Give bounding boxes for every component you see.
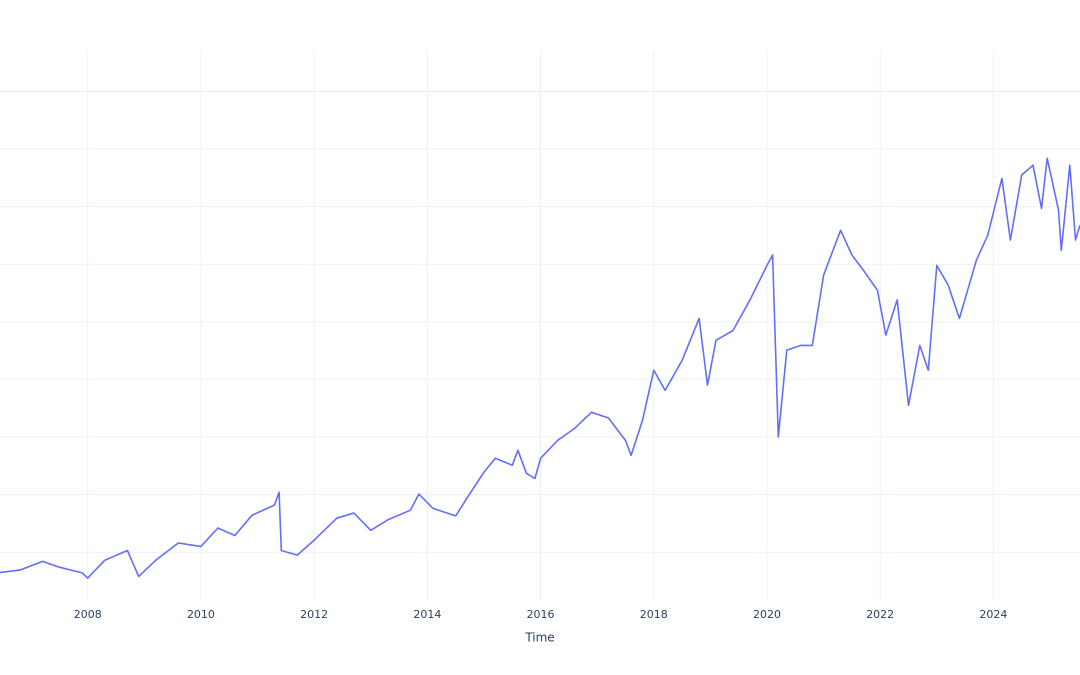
x-tick-label: 2016 xyxy=(527,608,555,621)
x-tick-label: 2008 xyxy=(74,608,102,621)
plot xyxy=(0,157,1080,579)
x-axis-title: Time xyxy=(524,631,554,645)
x-tick-label: 2020 xyxy=(753,608,781,621)
x-tick-label: 2024 xyxy=(979,608,1007,621)
x-tick-label: 2010 xyxy=(187,608,215,621)
x-tick-label: 2018 xyxy=(640,608,668,621)
x-tick-label: 2012 xyxy=(300,608,328,621)
x-tick-label: 2022 xyxy=(866,608,894,621)
x-tick-label: 2014 xyxy=(413,608,441,621)
grid xyxy=(0,50,1080,600)
line-series xyxy=(0,157,1080,579)
